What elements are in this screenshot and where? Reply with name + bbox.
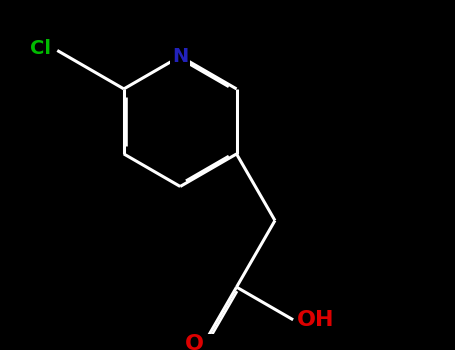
Text: Cl: Cl [30, 38, 51, 58]
Text: OH: OH [297, 310, 334, 330]
Text: N: N [172, 47, 188, 66]
Text: O: O [185, 334, 204, 350]
